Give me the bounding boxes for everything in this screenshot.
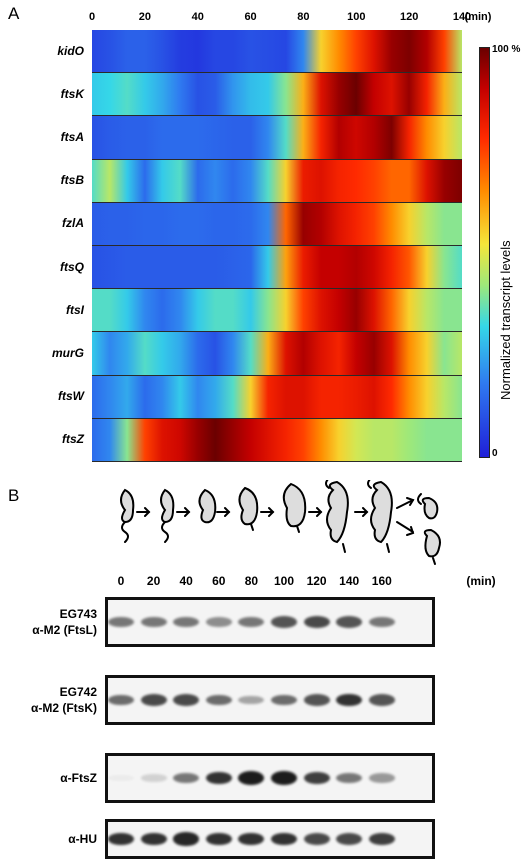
blot-band (108, 832, 134, 846)
gene-label: ftsA (60, 130, 84, 144)
time-tick-label: 40 (191, 11, 204, 23)
gene-label: ftsK (60, 86, 84, 101)
blot-label: α-HU (2, 831, 97, 847)
lane-time-unit: (min) (466, 574, 496, 588)
heatmap-row (92, 30, 462, 74)
panel-a-letter: A (8, 4, 20, 23)
blot-band (108, 694, 134, 706)
blot-label-line1: α-FtsZ (60, 771, 97, 785)
blot-band (271, 616, 297, 628)
colorbar-title: Normalized transcript levels (498, 240, 513, 400)
colorbar (479, 47, 490, 458)
blot-label: EG743 α-M2 (FtsL) (2, 606, 97, 638)
lane-tick-label: 0 (117, 574, 125, 588)
blot-image (105, 753, 435, 803)
blot-band (303, 771, 330, 785)
blot-band (368, 832, 395, 846)
blot-band (173, 772, 200, 784)
time-tick-label: 100 (347, 11, 366, 23)
gene-label: murG (51, 346, 84, 360)
lane-tick-label: 120 (306, 574, 327, 588)
blot-band (140, 774, 167, 782)
heatmap-row (92, 375, 462, 419)
time-tick-label: 0 (88, 11, 96, 23)
heatmap-row (92, 159, 462, 203)
blot-band (336, 833, 363, 845)
blot-band (205, 771, 232, 785)
time-tick-label: 140 (452, 11, 472, 23)
lane-tick-label: 40 (179, 574, 193, 588)
blot-band (336, 616, 363, 628)
blot-band (368, 694, 395, 706)
lane-tick-label: 100 (273, 574, 295, 588)
blot-band (173, 616, 200, 628)
heatmap-row (92, 332, 462, 376)
heatmap-row (92, 116, 462, 160)
blot-label-line2: α-M2 (FtsK) (30, 701, 97, 715)
blot-band (108, 616, 134, 628)
lane-tick-label: 20 (146, 574, 161, 588)
heatmap-row (92, 246, 462, 290)
blot-band (205, 832, 232, 846)
gene-label: kidO (57, 43, 84, 58)
blot-image (105, 597, 435, 647)
gene-label: ftsZ (62, 432, 84, 447)
time-tick-label: 20 (138, 11, 151, 23)
heatmap-row (92, 289, 462, 333)
gene-label: ftsI (66, 302, 84, 317)
lane-tick-label: 80 (244, 574, 259, 588)
blot-label-line1: EG742 (59, 685, 97, 699)
gene-label: ftsB (60, 173, 84, 188)
gene-label: fzlA (62, 216, 84, 231)
colorbar-bottom-label: 0 (492, 448, 498, 459)
blot-band (238, 695, 265, 705)
cell-cycle-diagram (120, 480, 441, 565)
blot-image (105, 675, 435, 725)
blot-band (108, 775, 134, 781)
blot-band (271, 832, 297, 846)
time-tick-label: 60 (244, 11, 257, 23)
blot-band (140, 832, 167, 846)
blot-band (140, 616, 167, 628)
blot-label: EG742 α-M2 (FtsK) (2, 684, 97, 716)
blot-band (303, 694, 330, 706)
blot-band (238, 771, 265, 785)
blot-label-line1: α-HU (68, 832, 97, 846)
heatmap-row (92, 202, 462, 246)
gene-label: ftsQ (60, 259, 84, 274)
blot-band (238, 616, 265, 628)
heatmap-row (92, 73, 462, 117)
gene-label: ftsW (58, 389, 84, 404)
panel-b-letter: B (8, 486, 20, 505)
blot-band (303, 616, 330, 628)
colorbar-top-label: 100 % (492, 44, 521, 55)
heatmap-row (92, 418, 462, 462)
blot-band (140, 694, 167, 706)
blot-band (173, 832, 200, 846)
blot-image (105, 819, 435, 859)
blot-band (368, 616, 395, 628)
blot-band (205, 617, 232, 627)
time-tick-label: 120 (399, 11, 419, 23)
blot-band (205, 694, 232, 706)
blot-label: α-FtsZ (2, 770, 97, 786)
blot-band (173, 694, 200, 706)
blot-label-line1: EG743 (59, 607, 97, 621)
blot-band (336, 772, 363, 784)
blot-band (271, 771, 297, 785)
blot-band (368, 773, 395, 783)
lane-tick-label: 60 (212, 574, 226, 588)
lane-tick-label: 160 (371, 574, 392, 588)
blot-band (336, 693, 363, 707)
blot-label-line2: α-M2 (FtsL) (32, 623, 97, 637)
blot-band (238, 832, 265, 846)
time-tick-label: 80 (297, 11, 310, 23)
blot-band (271, 694, 297, 706)
time-unit-label: (min) (464, 11, 492, 23)
blot-band (303, 833, 330, 845)
lane-tick-label: 140 (339, 574, 360, 588)
